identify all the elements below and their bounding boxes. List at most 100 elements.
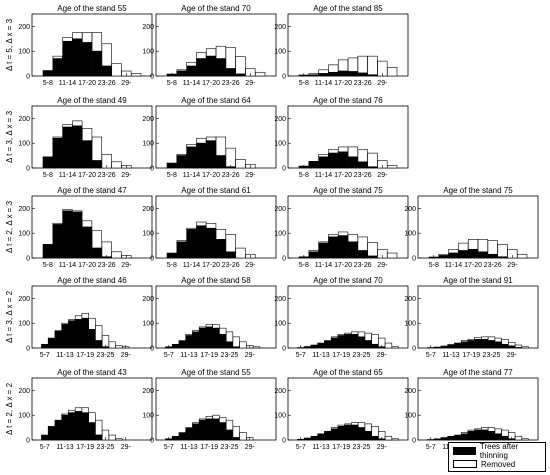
bar-removed — [215, 45, 227, 59]
x-tick-label: 11-14 — [183, 262, 200, 269]
bar-removed — [328, 64, 339, 73]
x-tick-label: 17-20 — [464, 262, 482, 269]
bar-removed — [108, 434, 116, 441]
x-tick-label: 23-26 — [354, 80, 372, 87]
bar-after — [371, 435, 379, 441]
y-tick-label: 100 — [18, 413, 30, 420]
bar-after — [68, 412, 76, 441]
bar-after — [171, 435, 180, 441]
bar-after — [205, 326, 213, 349]
bar-removed — [111, 161, 122, 169]
bar-removed — [347, 57, 359, 72]
x-tick-label: 23-26 — [98, 262, 116, 269]
x-tick-label: 5-8 — [167, 172, 177, 179]
bar-removed — [328, 234, 339, 238]
x-tick-label: 11-13 — [180, 444, 197, 451]
bar-after — [212, 327, 220, 349]
bar-removed — [95, 419, 103, 436]
y-tick-label: 0 — [282, 256, 286, 263]
y-tick-label: 200 — [404, 388, 416, 395]
bar-removed — [367, 55, 378, 76]
x-tick-label: 5-8 — [167, 80, 177, 87]
bar-removed — [387, 252, 398, 259]
bar-removed — [101, 43, 112, 67]
bar-after — [501, 343, 509, 349]
bar-removed — [212, 324, 220, 329]
bar-removed — [196, 137, 207, 144]
bar-after — [215, 239, 227, 259]
y-tick-label: 0 — [26, 74, 30, 81]
y-tick-label: 200 — [274, 206, 286, 213]
bar-after — [351, 424, 359, 441]
x-tick-label: 17-19 — [332, 444, 350, 451]
x-tick-label: 23-25 — [353, 352, 371, 359]
x-tick-label: 11-14 — [59, 172, 76, 179]
x-tick-label: 23-25 — [221, 352, 239, 359]
x-tick-label: 5-8 — [43, 172, 53, 179]
panel-title: Age of the stand 75 — [313, 186, 383, 195]
y-tick-label: 200 — [274, 388, 286, 395]
bar-after — [95, 434, 103, 441]
x-tick-label: 29- — [377, 444, 388, 451]
x-tick-label: 23-26 — [484, 262, 502, 269]
x-tick-label: 17-19 — [200, 352, 218, 359]
x-tick-label: 5-7 — [296, 444, 306, 451]
y-tick-label: 200 — [274, 24, 286, 31]
bar-after — [330, 337, 339, 349]
bar-after — [303, 437, 312, 441]
x-tick-label: 17-20 — [334, 262, 352, 269]
x-tick-label: 29- — [121, 262, 132, 269]
bar-after — [308, 161, 319, 169]
bar-after — [501, 435, 509, 441]
bar-removed — [186, 144, 197, 148]
bar-removed — [391, 438, 399, 441]
y-tick-label: 200 — [274, 296, 286, 303]
bar-removed — [81, 32, 93, 43]
bar-removed — [232, 336, 240, 348]
bar-after — [364, 340, 372, 349]
x-tick-label: 17-20 — [78, 172, 96, 179]
x-tick-label: 5-8 — [43, 80, 53, 87]
bar-removed — [357, 331, 366, 338]
bar-after — [440, 437, 448, 441]
bar-removed — [371, 334, 379, 345]
bar-removed — [351, 331, 359, 335]
bar-removed — [219, 417, 227, 423]
x-tick-label: 23-25 — [97, 444, 115, 451]
y-tick-label: 200 — [18, 116, 30, 123]
y-tick-label: 100 — [274, 141, 286, 148]
bar-after — [337, 235, 349, 259]
bar-after — [458, 250, 469, 259]
x-tick-label: 11-14 — [59, 80, 76, 87]
bar-after — [74, 319, 83, 349]
bar-after — [330, 428, 339, 441]
bar-removed — [357, 422, 366, 428]
x-tick-label: 17-20 — [202, 262, 220, 269]
y-tick-label: 0 — [412, 256, 416, 263]
bar-removed — [81, 220, 93, 228]
bar-after — [198, 419, 207, 441]
panel-title: Age of the stand 70 — [313, 276, 383, 285]
bar-after — [481, 429, 489, 441]
x-tick-label: 29- — [121, 172, 132, 179]
panel-title: Age of the stand 77 — [443, 368, 513, 377]
bar-after — [171, 343, 180, 349]
bar-after — [196, 58, 207, 77]
bar-removed — [115, 438, 123, 441]
x-tick-label: 5-8 — [43, 262, 53, 269]
bar-removed — [72, 120, 83, 127]
bar-removed — [318, 69, 329, 74]
x-tick-label: 23-26 — [222, 172, 240, 179]
bar-after — [328, 71, 339, 77]
y-tick-label: 200 — [142, 388, 154, 395]
bar-removed — [215, 136, 227, 156]
row-label: Δ t = 3, Δ x = 2 — [5, 290, 14, 343]
bar-after — [433, 438, 442, 441]
bar-removed — [232, 426, 240, 438]
